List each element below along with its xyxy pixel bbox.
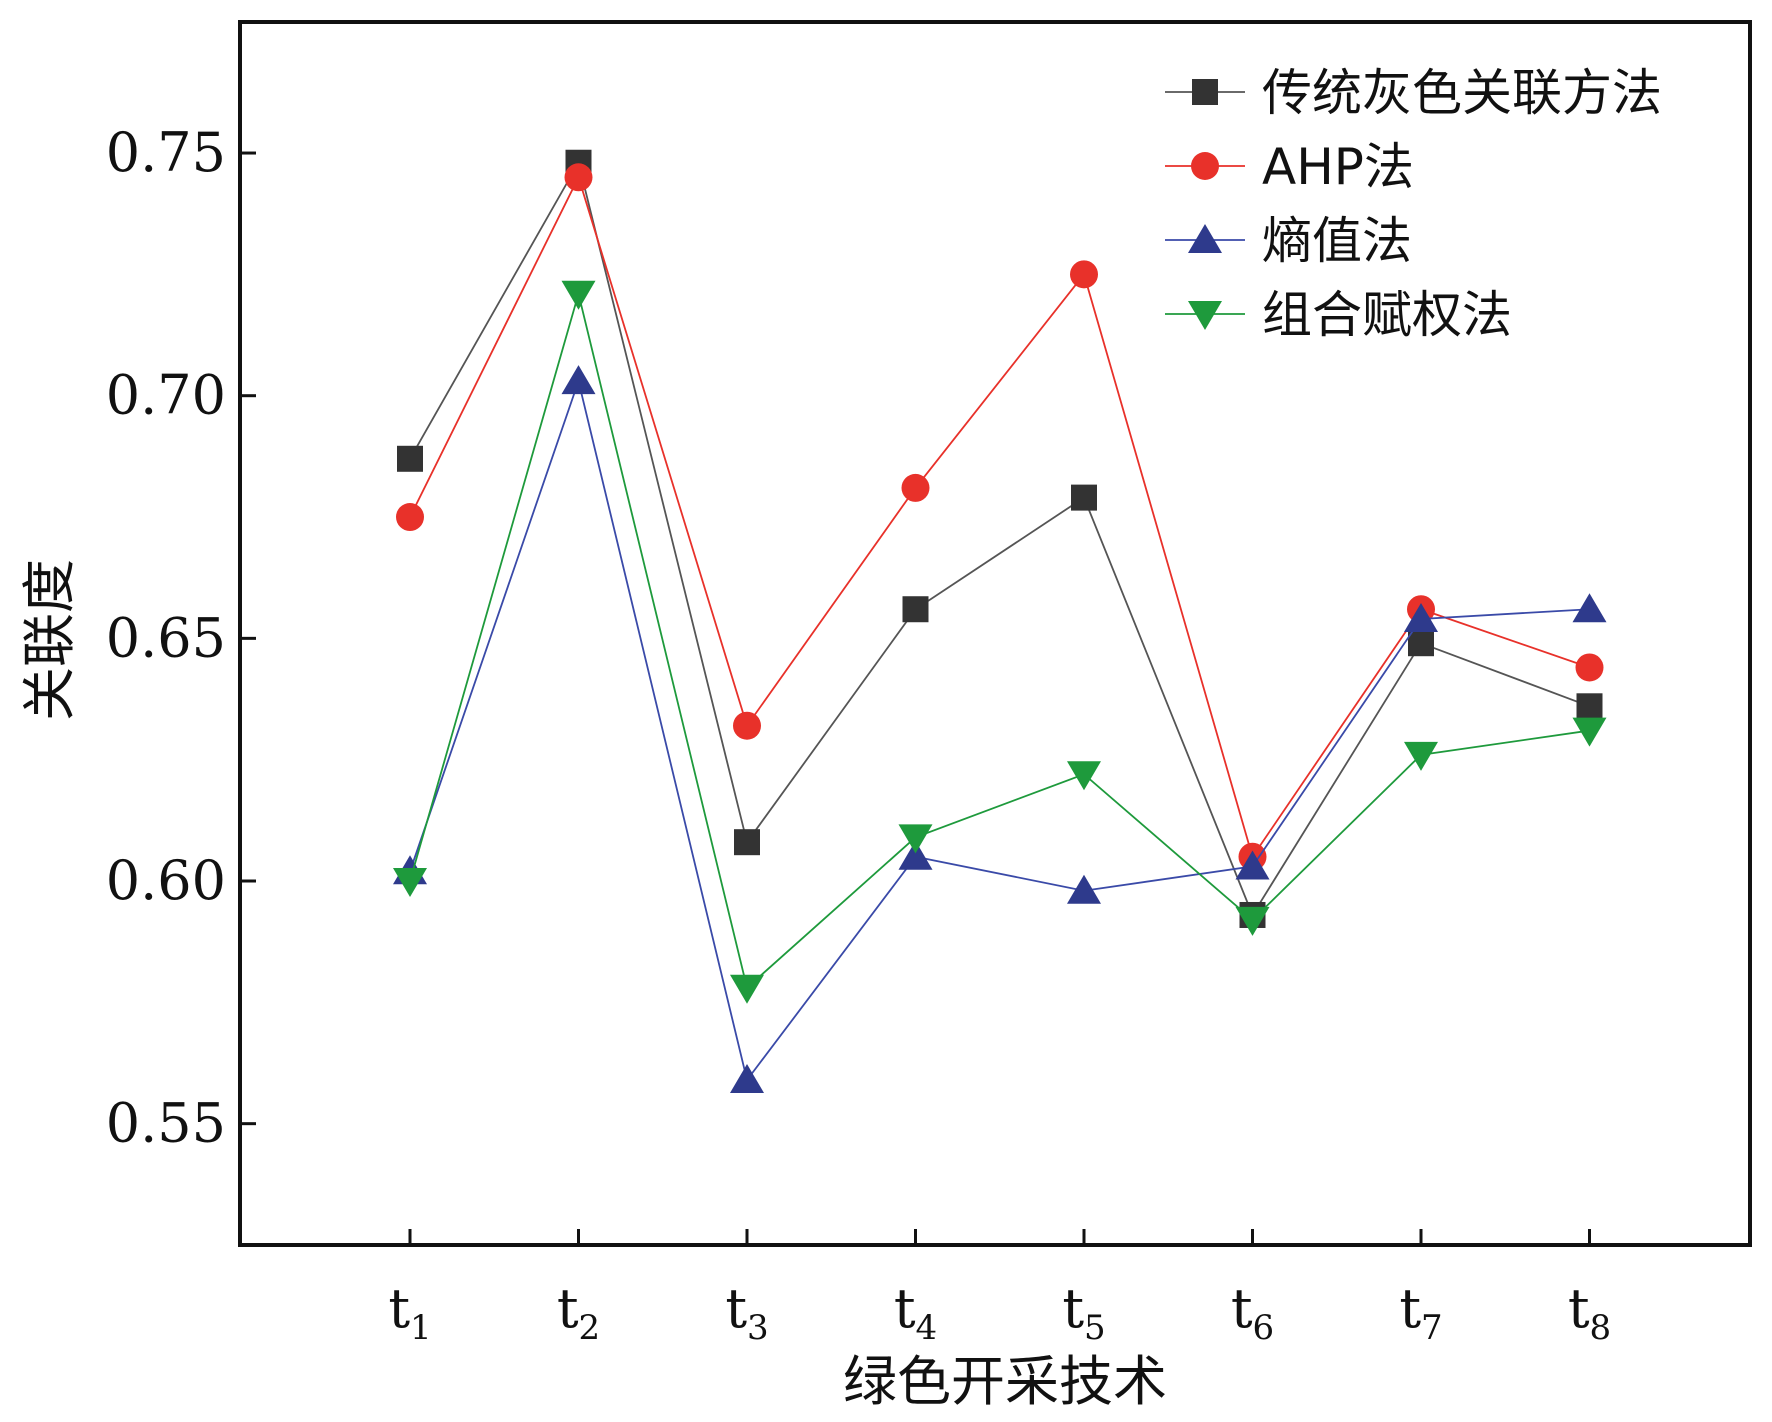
data-point	[1067, 874, 1101, 904]
legend-label: 传统灰色关联方法	[1262, 64, 1662, 122]
data-point	[1070, 260, 1098, 289]
legend-item: 传统灰色关联方法	[1165, 64, 1662, 122]
data-point	[393, 868, 427, 898]
x-tick-base: t	[388, 1277, 410, 1340]
series-1	[397, 149, 1603, 928]
data-point	[561, 365, 596, 395]
data-point	[733, 711, 761, 740]
series-3	[393, 365, 1607, 1093]
data-point	[561, 280, 596, 310]
data-point	[734, 829, 760, 856]
x-tick-subscript: 2	[579, 1308, 601, 1348]
y-tick-label: 0.55	[106, 1092, 226, 1155]
x-tick-base: t	[1399, 1277, 1421, 1340]
y-tick-label: 0.70	[106, 364, 226, 427]
data-point	[898, 824, 933, 854]
legend-item: AHP法	[1165, 138, 1414, 196]
x-tick-subscript: 3	[747, 1308, 769, 1348]
data-point	[1235, 906, 1270, 936]
data-point	[730, 1063, 764, 1093]
x-tick-label: t7	[1399, 1277, 1442, 1348]
x-tick-label: t3	[725, 1277, 768, 1348]
data-point	[397, 445, 423, 472]
x-axis: t1 t2 t3 t4 t5 t6 t7 t8	[388, 1229, 1611, 1348]
data-point	[1235, 850, 1270, 880]
data-point	[1576, 693, 1603, 720]
x-tick-subscript: 1	[410, 1308, 432, 1348]
series-line	[409, 160, 1590, 917]
legend-label: 熵值法	[1262, 212, 1412, 270]
x-tick-subscript: 7	[1421, 1308, 1443, 1348]
legend-label: AHP法	[1262, 138, 1414, 196]
x-tick-subscript: 4	[916, 1308, 938, 1348]
series-4	[393, 280, 1607, 1004]
data-point	[901, 473, 930, 502]
x-tick-label: t5	[1062, 1277, 1105, 1348]
x-tick-base: t	[1568, 1277, 1590, 1340]
x-tick-subscript: 6	[1253, 1308, 1275, 1348]
x-tick-label: t8	[1568, 1277, 1611, 1348]
x-tick-base: t	[725, 1277, 747, 1340]
x-tick-base: t	[894, 1277, 916, 1340]
plot-frame	[238, 20, 1752, 1247]
y-tick-label: 0.65	[106, 606, 226, 669]
y-axis-title: 关联度	[18, 559, 81, 721]
series-line	[409, 174, 1590, 859]
data-point	[1408, 630, 1434, 657]
data-point	[396, 503, 424, 532]
x-tick-base: t	[1062, 1277, 1084, 1340]
data-point	[898, 840, 933, 870]
data-point	[1404, 741, 1438, 771]
data-point	[902, 596, 929, 623]
legend-marker	[1188, 224, 1222, 253]
x-tick-label: t2	[557, 1277, 600, 1348]
x-tick-label: t6	[1231, 1277, 1274, 1348]
data-point	[564, 163, 593, 192]
x-tick-base: t	[557, 1277, 579, 1340]
x-tick-subscript: 8	[1590, 1308, 1612, 1348]
data-point	[1071, 484, 1097, 511]
x-tick-subscript: 5	[1084, 1308, 1106, 1348]
y-tick-label: 0.75	[106, 121, 226, 184]
x-tick-label: t4	[894, 1277, 937, 1348]
y-tick-label: 0.60	[106, 849, 226, 912]
series-line	[409, 377, 1590, 1083]
data-point	[1572, 717, 1607, 747]
legend-item: 组合赋权法	[1165, 286, 1512, 344]
x-axis-title: 绿色开采技术	[843, 1350, 1167, 1413]
legend-marker	[1188, 301, 1222, 330]
x-tick-base: t	[1231, 1277, 1253, 1340]
legend-label: 组合赋权法	[1262, 286, 1512, 344]
data-point	[1575, 653, 1604, 682]
series-line	[409, 290, 1590, 990]
legend-item: 熵值法	[1165, 212, 1412, 270]
x-tick-label: t1	[388, 1277, 431, 1348]
legend-marker	[1192, 79, 1218, 105]
data-point	[730, 974, 764, 1004]
legend-marker	[1191, 152, 1219, 180]
data-point	[1572, 593, 1607, 623]
plot-area	[393, 149, 1607, 1093]
data-point	[1404, 602, 1438, 632]
data-point	[1067, 761, 1101, 791]
y-axis: 0.55 0.60 0.65 0.70 0.75	[106, 121, 256, 1155]
